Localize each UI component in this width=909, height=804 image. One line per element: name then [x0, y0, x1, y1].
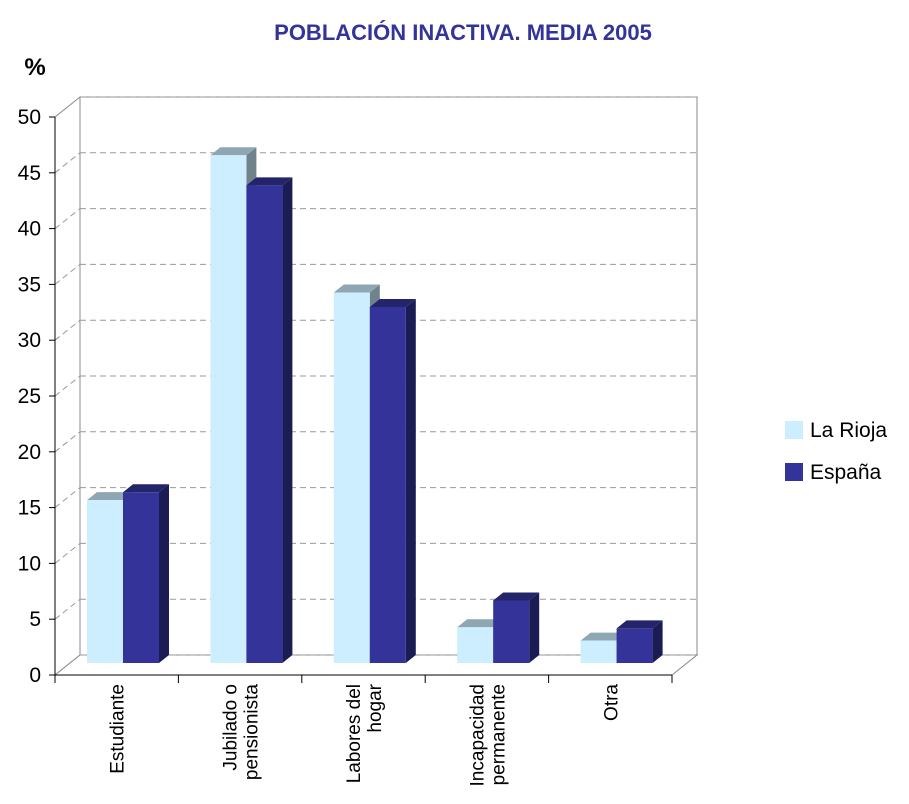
bar: [246, 177, 293, 664]
grid-line: [54, 264, 81, 285]
y-tick-label: 25: [18, 385, 41, 408]
grid-line: [54, 96, 81, 118]
bar-front: [246, 185, 283, 664]
y-tick-label: 35: [18, 273, 41, 296]
x-tick-label-line: Otra: [601, 684, 622, 721]
y-tick-label: 30: [18, 329, 41, 352]
bar-top: [580, 632, 627, 641]
bar-front: [493, 600, 530, 663]
grid-line: [54, 319, 81, 341]
grid-line: [54, 487, 81, 508]
bar-top: [210, 147, 257, 156]
bar-top: [369, 298, 416, 307]
bar-side: [529, 592, 540, 663]
bar-side: [405, 298, 416, 663]
x-tick-label-line: Jubilado o: [221, 684, 242, 771]
bar-side: [159, 484, 169, 663]
bar-top: [493, 592, 540, 601]
bar-side: [282, 177, 293, 664]
y-tick-label: 45: [18, 162, 41, 185]
x-tick-label: Estudiante: [108, 684, 129, 774]
bar-side: [652, 620, 663, 663]
legend-label: La Rioja: [810, 419, 887, 442]
bar-top: [87, 492, 133, 501]
bar-front: [580, 640, 617, 663]
x-tick-label-line: Estudiante: [108, 684, 129, 774]
x-tick-label-line: pensionista: [242, 684, 263, 781]
grid-line: [54, 152, 81, 174]
grid-line: [54, 431, 81, 453]
bar-top: [333, 284, 380, 293]
bar-top: [616, 620, 663, 629]
x-tick-label-line: Incapacidad: [467, 684, 488, 786]
y-tick-label: 20: [18, 441, 41, 464]
bar-front: [210, 155, 247, 663]
grid-line: [54, 598, 81, 620]
bar-top: [457, 619, 504, 628]
bar: [493, 592, 540, 663]
y-tick-label: 5: [29, 608, 41, 631]
grid-line: [54, 375, 81, 397]
y-tick-label: 0: [29, 664, 41, 687]
y-tick-label: 40: [18, 218, 41, 241]
legend-swatch: [785, 421, 803, 439]
bar-front: [616, 628, 653, 663]
x-tick-label: Otra: [601, 684, 622, 721]
legend-label: España: [810, 461, 882, 484]
bar: [123, 484, 169, 663]
y-axis-label: %: [24, 54, 45, 81]
x-tick-label: Incapacidadpermanente: [467, 684, 509, 786]
y-tick-label: 50: [18, 106, 41, 129]
grid-line: [54, 654, 81, 676]
side-wall: [54, 95, 81, 677]
y-tick-label: 10: [18, 552, 41, 575]
bar-top: [246, 177, 293, 186]
bar-front: [457, 627, 494, 663]
legend-swatch: [785, 463, 803, 481]
bar-front: [333, 292, 370, 663]
x-tick-label-line: permanente: [488, 684, 509, 785]
x-tick-label: Jubilado opensionista: [221, 684, 263, 781]
bar-top: [123, 484, 169, 493]
x-tick-label-line: hogar: [365, 683, 386, 732]
y-tick-label: 15: [18, 497, 41, 520]
bar: [616, 620, 663, 663]
bar-front: [87, 500, 123, 663]
grid-line: [54, 208, 81, 229]
bar-front: [123, 492, 159, 663]
x-tick-label-line: Labores del: [344, 684, 365, 783]
bar: [369, 298, 416, 663]
grid-line: [54, 543, 81, 564]
bar-front: [369, 306, 406, 663]
x-tick-label: Labores delhogar: [344, 683, 386, 783]
chart-title: POBLACIÓN INACTIVA. MEDIA 2005: [274, 20, 652, 45]
